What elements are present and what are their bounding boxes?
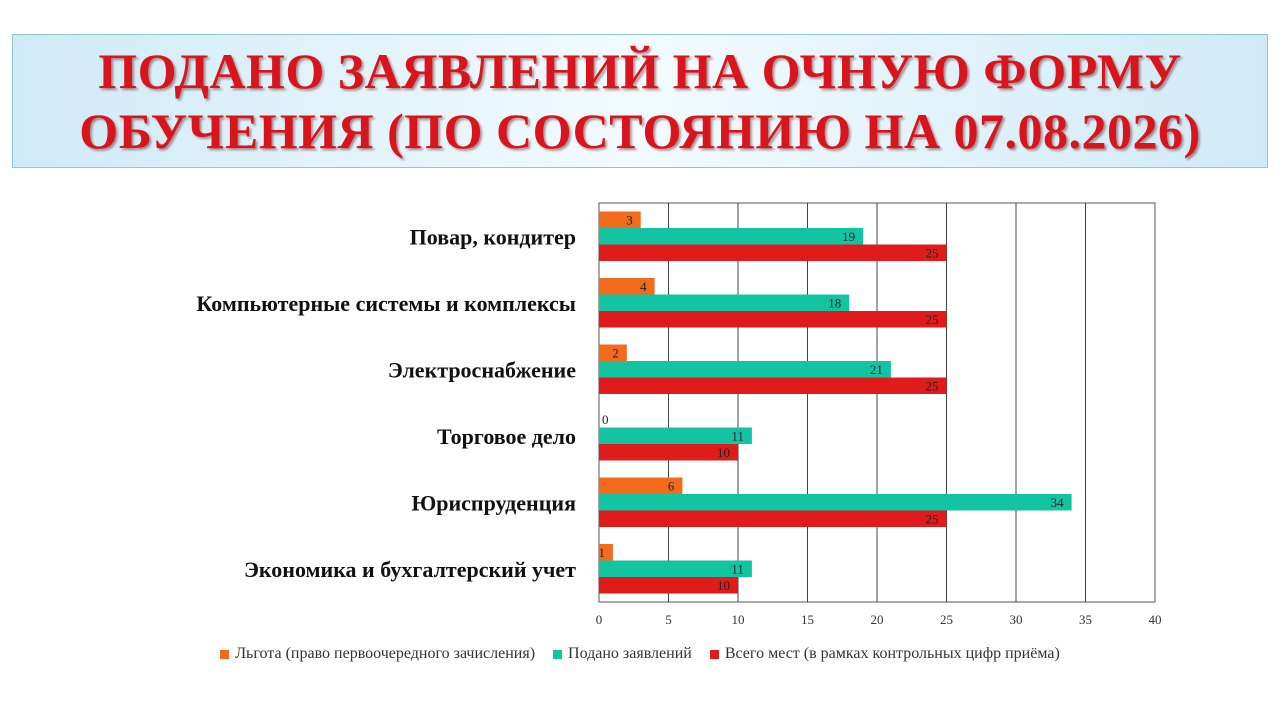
title-line-1: ПОДАНО ЗАЯВЛЕНИЙ НА ОЧНУЮ ФОРМУ [98, 43, 1182, 99]
category-label: Повар, кондитер [410, 224, 576, 249]
x-tick-label: 25 [940, 612, 953, 627]
bar [599, 577, 738, 594]
bar [599, 278, 655, 295]
data-label: 10 [717, 445, 730, 460]
data-label: 4 [640, 279, 647, 294]
bar [599, 344, 627, 361]
bar [599, 294, 850, 311]
bar [599, 477, 683, 494]
x-tick-label: 10 [732, 612, 745, 627]
data-label: 6 [668, 478, 675, 493]
data-label: 21 [870, 362, 883, 377]
bar [599, 377, 947, 394]
data-label: 34 [1051, 495, 1065, 510]
data-label: 11 [731, 428, 744, 443]
bar [599, 510, 947, 527]
bar [599, 444, 738, 461]
bar [599, 494, 1072, 511]
bar [599, 211, 641, 228]
category-label: Торговое дело [437, 424, 576, 449]
data-label: 10 [717, 578, 730, 593]
x-tick-label: 5 [665, 612, 672, 627]
data-label: 11 [731, 561, 744, 576]
legend-swatch [220, 649, 230, 659]
category-label: Компьютерные системы и комплексы [196, 291, 576, 316]
data-label: 25 [926, 312, 939, 327]
legend-item: Льгота (право первоочередного зачисления… [220, 645, 535, 663]
bar [599, 427, 752, 444]
chart-legend: Льгота (право первоочередного зачисления… [0, 645, 1280, 663]
x-tick-label: 20 [871, 612, 884, 627]
x-tick-label: 35 [1079, 612, 1092, 627]
data-label: 3 [626, 212, 633, 227]
data-label: 1 [598, 545, 605, 560]
legend-label: Всего мест (в рамках контрольных цифр пр… [724, 645, 1060, 662]
legend-label: Подано заявлений [568, 645, 692, 662]
data-label: 2 [612, 345, 619, 360]
legend-item: Подано заявлений [553, 645, 692, 663]
category-label: Юриспруденция [411, 490, 576, 515]
category-label: Электроснабжение [388, 357, 576, 382]
legend-swatch [553, 649, 563, 659]
category-label: Экономика и бухгалтерский учет [244, 557, 576, 582]
bar [599, 244, 947, 261]
x-tick-label: 15 [801, 612, 814, 627]
bar [599, 311, 947, 328]
title-banner: ПОДАНО ЗАЯВЛЕНИЙ НА ОЧНУЮ ФОРМУ ОБУЧЕНИЯ… [12, 34, 1268, 168]
data-label: 18 [828, 295, 841, 310]
x-tick-label: 40 [1149, 612, 1162, 627]
data-label: 25 [926, 511, 939, 526]
bar [599, 361, 891, 378]
data-label: 19 [842, 229, 855, 244]
legend-swatch [709, 649, 719, 659]
legend-label: Льгота (право первоочередного зачисления… [235, 645, 536, 662]
data-label: 25 [926, 245, 939, 260]
title-line-2: ОБУЧЕНИЯ (ПО СОСТОЯНИЮ НА 07.08.2026) [79, 103, 1201, 159]
legend-item: Всего мест (в рамках контрольных цифр пр… [709, 645, 1060, 663]
bar [599, 544, 613, 561]
bar [599, 228, 864, 245]
data-label: 0 [602, 412, 609, 427]
bar [599, 560, 752, 577]
x-tick-label: 0 [596, 612, 603, 627]
x-tick-label: 30 [1010, 612, 1023, 627]
data-label: 25 [926, 378, 939, 393]
